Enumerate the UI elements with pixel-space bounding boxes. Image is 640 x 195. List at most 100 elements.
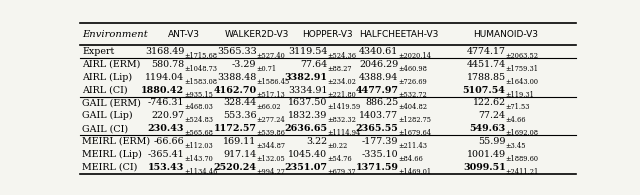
- Text: -335.10: -335.10: [362, 150, 399, 159]
- Text: 2636.65: 2636.65: [285, 124, 328, 133]
- Text: Environment: Environment: [83, 30, 148, 39]
- Text: 580.78: 580.78: [151, 60, 184, 69]
- Text: ±1282.75: ±1282.75: [399, 116, 431, 124]
- Text: 3099.51: 3099.51: [463, 163, 506, 172]
- Text: -3.29: -3.29: [232, 60, 257, 69]
- Text: 122.62: 122.62: [472, 98, 506, 107]
- Text: ±832.32: ±832.32: [328, 116, 356, 124]
- Text: ±935.15: ±935.15: [184, 91, 213, 99]
- Text: -365.41: -365.41: [148, 150, 184, 159]
- Text: AIRL (Lip): AIRL (Lip): [83, 73, 132, 82]
- Text: ±539.86: ±539.86: [257, 129, 285, 137]
- Text: AIRL (ERM): AIRL (ERM): [83, 60, 141, 69]
- Text: 3119.54: 3119.54: [288, 47, 328, 56]
- Text: 1194.04: 1194.04: [145, 73, 184, 82]
- Text: 328.44: 328.44: [223, 98, 257, 107]
- Text: ±277.24: ±277.24: [257, 116, 285, 124]
- Text: 3.22: 3.22: [307, 137, 328, 146]
- Text: 77.64: 77.64: [300, 60, 328, 69]
- Text: ±4.66: ±4.66: [506, 116, 526, 124]
- Text: 3382.91: 3382.91: [285, 73, 328, 82]
- Text: 153.43: 153.43: [148, 163, 184, 172]
- Text: 1045.40: 1045.40: [289, 150, 328, 159]
- Text: ±2020.14: ±2020.14: [399, 52, 431, 60]
- Text: 77.24: 77.24: [479, 111, 506, 120]
- Text: ±679.37: ±679.37: [328, 168, 356, 176]
- Text: ±1419.59: ±1419.59: [328, 103, 361, 112]
- Text: MEIRL (CI): MEIRL (CI): [83, 163, 138, 172]
- Text: ±460.98: ±460.98: [399, 65, 428, 73]
- Text: ±84.66: ±84.66: [399, 155, 423, 163]
- Text: ±234.02: ±234.02: [328, 78, 356, 86]
- Text: HALFCHEETAH-V3: HALFCHEETAH-V3: [359, 30, 438, 39]
- Text: 1832.39: 1832.39: [288, 111, 328, 120]
- Text: ±1679.64: ±1679.64: [399, 129, 431, 137]
- Text: 1371.59: 1371.59: [356, 163, 399, 172]
- Text: GAIL (CI): GAIL (CI): [83, 124, 129, 133]
- Text: ±0.22: ±0.22: [328, 142, 348, 150]
- Text: ±1643.00: ±1643.00: [506, 78, 539, 86]
- Text: 1637.50: 1637.50: [288, 98, 328, 107]
- Text: 1880.42: 1880.42: [141, 86, 184, 95]
- Text: MEIRL (ERM): MEIRL (ERM): [83, 137, 150, 146]
- Text: 5107.54: 5107.54: [463, 86, 506, 95]
- Text: ±565.68: ±565.68: [184, 129, 213, 137]
- Text: 1172.57: 1172.57: [214, 124, 257, 133]
- Text: HUMANOID-V3: HUMANOID-V3: [473, 30, 538, 39]
- Text: 886.25: 886.25: [365, 98, 399, 107]
- Text: 2046.29: 2046.29: [359, 60, 399, 69]
- Text: ±404.82: ±404.82: [399, 103, 428, 112]
- Text: 4477.97: 4477.97: [355, 86, 399, 95]
- Text: ±517.13: ±517.13: [257, 91, 285, 99]
- Text: 3334.91: 3334.91: [288, 86, 328, 95]
- Text: ±0.71: ±0.71: [257, 65, 276, 73]
- Text: ±143.70: ±143.70: [184, 155, 213, 163]
- Text: 4451.74: 4451.74: [467, 60, 506, 69]
- Text: 2520.24: 2520.24: [214, 163, 257, 172]
- Text: ±66.02: ±66.02: [257, 103, 281, 112]
- Text: ±1583.08: ±1583.08: [184, 78, 217, 86]
- Text: 1001.49: 1001.49: [467, 150, 506, 159]
- Text: AIRL (CI): AIRL (CI): [83, 86, 128, 95]
- Text: Expert: Expert: [83, 47, 115, 56]
- Text: ±726.69: ±726.69: [399, 78, 427, 86]
- Text: 1788.85: 1788.85: [467, 73, 506, 82]
- Text: 553.36: 553.36: [223, 111, 257, 120]
- Text: 4340.61: 4340.61: [359, 47, 399, 56]
- Text: GAIL (Lip): GAIL (Lip): [83, 111, 133, 120]
- Text: ±1134.46: ±1134.46: [184, 168, 218, 176]
- Text: ±88.27: ±88.27: [328, 65, 352, 73]
- Text: ±524.83: ±524.83: [184, 116, 213, 124]
- Text: ±527.40: ±527.40: [257, 52, 285, 60]
- Text: 3565.33: 3565.33: [217, 47, 257, 56]
- Text: 4162.70: 4162.70: [214, 86, 257, 95]
- Text: ±524.36: ±524.36: [328, 52, 356, 60]
- Text: -66.66: -66.66: [154, 137, 184, 146]
- Text: ±1889.60: ±1889.60: [506, 155, 539, 163]
- Text: GAIL (ERM): GAIL (ERM): [83, 98, 141, 107]
- Text: MEIRL (Lip): MEIRL (Lip): [83, 150, 142, 159]
- Text: 169.11: 169.11: [223, 137, 257, 146]
- Text: ±132.05: ±132.05: [257, 155, 285, 163]
- Text: ±344.87: ±344.87: [257, 142, 285, 150]
- Text: ±2411.21: ±2411.21: [506, 168, 539, 176]
- Text: ±1715.68: ±1715.68: [184, 52, 217, 60]
- Text: ANT-V3: ANT-V3: [168, 30, 200, 39]
- Text: ±1692.08: ±1692.08: [506, 129, 539, 137]
- Text: 2351.07: 2351.07: [285, 163, 328, 172]
- Text: 230.43: 230.43: [148, 124, 184, 133]
- Text: ±221.80: ±221.80: [328, 91, 356, 99]
- Text: ±1469.01: ±1469.01: [399, 168, 431, 176]
- Text: WALKER2D-V3: WALKER2D-V3: [225, 30, 289, 39]
- Text: 1403.77: 1403.77: [359, 111, 399, 120]
- Text: 3388.48: 3388.48: [218, 73, 257, 82]
- Text: 4774.17: 4774.17: [467, 47, 506, 56]
- Text: ±468.03: ±468.03: [184, 103, 213, 112]
- Text: ±532.72: ±532.72: [399, 91, 427, 99]
- Text: 2365.55: 2365.55: [356, 124, 399, 133]
- Text: ±54.76: ±54.76: [328, 155, 352, 163]
- Text: HOPPER-V3: HOPPER-V3: [302, 30, 353, 39]
- Text: 4388.94: 4388.94: [359, 73, 399, 82]
- Text: 917.14: 917.14: [223, 150, 257, 159]
- Text: 3168.49: 3168.49: [145, 47, 184, 56]
